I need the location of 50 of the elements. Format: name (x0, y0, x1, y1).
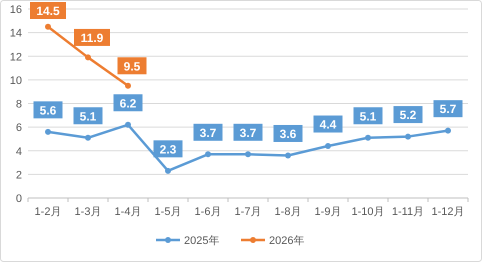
point (45, 24, 51, 30)
data-label: 9.5 (124, 59, 141, 74)
point (245, 151, 251, 158)
x-tick-label: 1-10月 (351, 206, 385, 218)
data-label: 3.7 (240, 126, 257, 140)
y-tick-label: 0 (16, 193, 22, 205)
x-tick-label: 1-7月 (234, 206, 262, 218)
legend-label: 2025年 (184, 235, 220, 247)
y-tick-label: 16 (10, 4, 22, 16)
y-tick-label: 6 (16, 122, 22, 134)
point (125, 122, 131, 128)
data-label: 5.2 (400, 108, 417, 122)
point (85, 54, 91, 60)
point (165, 168, 171, 174)
x-tick-label: 1-2月 (34, 206, 62, 218)
legend-label: 2026年 (269, 235, 304, 247)
point (325, 143, 331, 150)
point (405, 134, 411, 140)
y-tick-label: 2 (16, 169, 22, 182)
y-tick-label: 4 (16, 146, 22, 158)
data-label: 14.5 (36, 4, 60, 18)
point (125, 82, 131, 89)
data-label: 5.1 (80, 109, 97, 124)
data-label: 2.3 (160, 142, 177, 156)
x-tick-label: 1-11月 (392, 206, 424, 218)
point (365, 134, 371, 141)
data-label: 6.2 (120, 96, 137, 110)
data-label: 5.1 (360, 109, 377, 124)
x-tick-label: 1-12月 (431, 206, 465, 218)
y-tick-label: 8 (16, 98, 22, 110)
point (205, 151, 211, 158)
y-tick-label: 14 (10, 28, 22, 40)
x-tick-label: 1-3月 (74, 206, 102, 218)
data-label: 3.6 (280, 126, 297, 141)
data-label: 5.6 (40, 103, 57, 118)
point (45, 128, 51, 135)
x-tick-label: 1-9月 (314, 206, 342, 218)
data-label: 5.7 (440, 102, 457, 116)
point (85, 134, 91, 141)
y-tick-label: 12 (10, 51, 22, 64)
data-label: 11.9 (80, 30, 104, 45)
point (445, 128, 451, 134)
point (285, 152, 291, 158)
x-tick-label: 1-8月 (274, 206, 302, 218)
x-tick-label: 1-6月 (194, 206, 222, 218)
x-tick-label: 1-5月 (154, 206, 182, 218)
data-label: 3.7 (200, 126, 217, 140)
data-label: 4.4 (320, 118, 337, 132)
x-tick-label: 1-4月 (114, 206, 142, 218)
y-tick-label: 10 (10, 74, 22, 87)
